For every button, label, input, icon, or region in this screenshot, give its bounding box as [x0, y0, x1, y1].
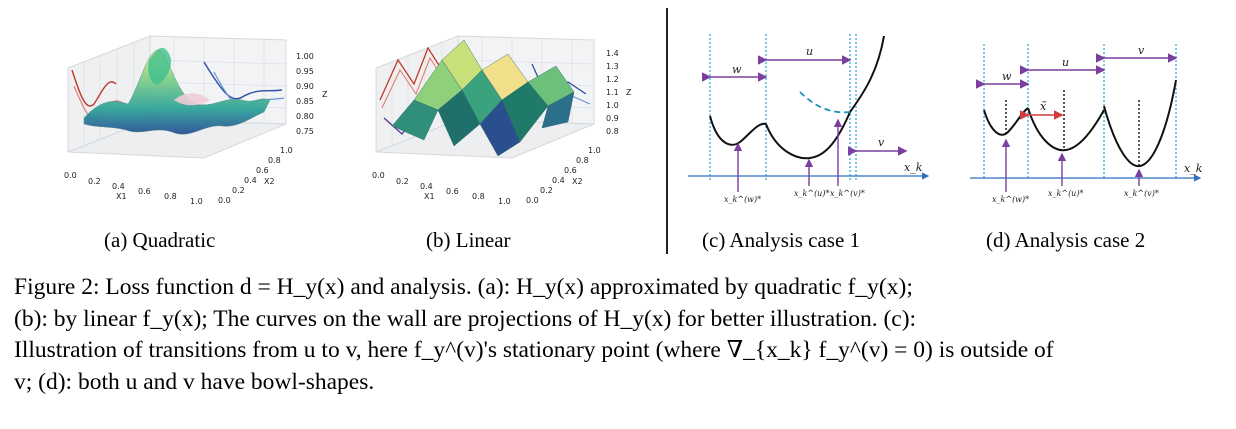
y-tick: 0.0	[526, 196, 539, 205]
point-label-v: x_k^(v)*	[830, 189, 865, 198]
panel-divider	[666, 8, 668, 254]
y-tick: 0.6	[256, 166, 269, 175]
y-tick: 0.6	[564, 166, 577, 175]
axis-label-xk: x_k	[1184, 162, 1203, 175]
z-tick: 1.0	[606, 101, 619, 110]
y-tick: 0.2	[232, 186, 245, 195]
y-tick: 0.8	[268, 156, 281, 165]
label-w: w	[732, 63, 742, 76]
z-tick: 1.4	[606, 49, 619, 58]
caption-line: Figure 2: Loss function d = H_y(x) and a…	[14, 274, 913, 300]
label-w: w	[1002, 70, 1012, 83]
x-tick: 0.0	[372, 171, 385, 180]
z-tick: 0.8	[606, 127, 619, 136]
y-axis-label: X2	[264, 177, 275, 186]
analysis-case2-diagram: w u v x̃ x_k x_k^(w)* x_k^(u)* x_k^(v)*	[970, 44, 1203, 204]
z-tick: 1.00	[296, 52, 314, 61]
z-tick: 0.95	[296, 67, 314, 76]
x-tick: 0.6	[446, 187, 459, 196]
z-tick: 0.9	[606, 114, 619, 123]
label-u: u	[1062, 56, 1069, 69]
y-tick: 0.8	[576, 156, 589, 165]
x-tick: 0.4	[420, 182, 433, 191]
label-v: v	[878, 136, 885, 149]
x-tick: 1.0	[190, 197, 203, 206]
y-tick: 1.0	[280, 146, 293, 155]
point-label-u: x_k^(u)*	[1048, 189, 1083, 198]
subcaption-c: (c) Analysis case 1	[702, 228, 861, 252]
x-tick: 0.8	[472, 192, 485, 201]
plot-quadratic-surface: 1.00 0.95 0.90 0.85 0.80 0.75 Z 0.0 0.2 …	[64, 35, 328, 206]
x-tick: 0.8	[164, 192, 177, 201]
z-tick: 1.2	[606, 75, 619, 84]
point-label-w: x_k^(w)*	[724, 195, 761, 204]
z-tick: 0.75	[296, 127, 314, 136]
axis-label-xk: x_k	[904, 161, 923, 174]
z-tick: 1.1	[606, 88, 619, 97]
plot-linear-surface: 1.4 1.3 1.2 1.1 1.0 0.9 0.8 Z 0.0 0.2 0.…	[372, 35, 632, 206]
y-tick: 0.2	[540, 186, 553, 195]
analysis-case1-diagram: w u v x_k x_k^(w)* x_k^(u)* x_k^(v)*	[688, 34, 930, 204]
x-tick: 0.0	[64, 171, 77, 180]
y-tick: 0.4	[552, 176, 565, 185]
y-tick: 0.0	[218, 196, 231, 205]
z-tick: 0.80	[296, 112, 314, 121]
x-tick: 0.6	[138, 187, 151, 196]
y-tick: 1.0	[588, 146, 601, 155]
x-tick: 1.0	[498, 197, 511, 206]
label-u: u	[806, 45, 813, 58]
subcaption-a: (a) Quadratic	[104, 228, 216, 252]
figure-caption: Figure 2: Loss function d = H_y(x) and a…	[14, 272, 1226, 398]
y-axis-label: X2	[572, 177, 583, 186]
z-axis-label: Z	[626, 88, 632, 97]
z-tick: 0.85	[296, 97, 314, 106]
y-tick: 0.4	[244, 176, 257, 185]
caption-line: v; (d): both u and v have bowl-shapes.	[14, 368, 375, 395]
z-tick: 0.90	[296, 82, 314, 91]
subcaption-b: (b) Linear	[426, 228, 511, 252]
z-tick: 1.3	[606, 62, 619, 71]
label-v: v	[1138, 44, 1145, 57]
subcaption-d: (d) Analysis case 2	[986, 228, 1146, 252]
point-label-v: x_k^(v)*	[1124, 189, 1159, 198]
x-tick: 0.2	[396, 177, 409, 186]
caption-line: Illustration of transitions from u to v,…	[14, 337, 1054, 363]
caption-line: (b): by linear f_y(x); The curves on the…	[14, 305, 917, 332]
x-tick: 0.4	[112, 182, 125, 191]
x-tick: 0.2	[88, 177, 101, 186]
label-xtilde: x̃	[1040, 100, 1047, 113]
x-axis-label: X1	[116, 192, 127, 201]
point-label-w: x_k^(w)*	[992, 195, 1029, 204]
x-axis-label: X1	[424, 192, 435, 201]
z-axis-label: Z	[322, 90, 328, 99]
point-label-u: x_k^(u)*	[794, 189, 829, 198]
